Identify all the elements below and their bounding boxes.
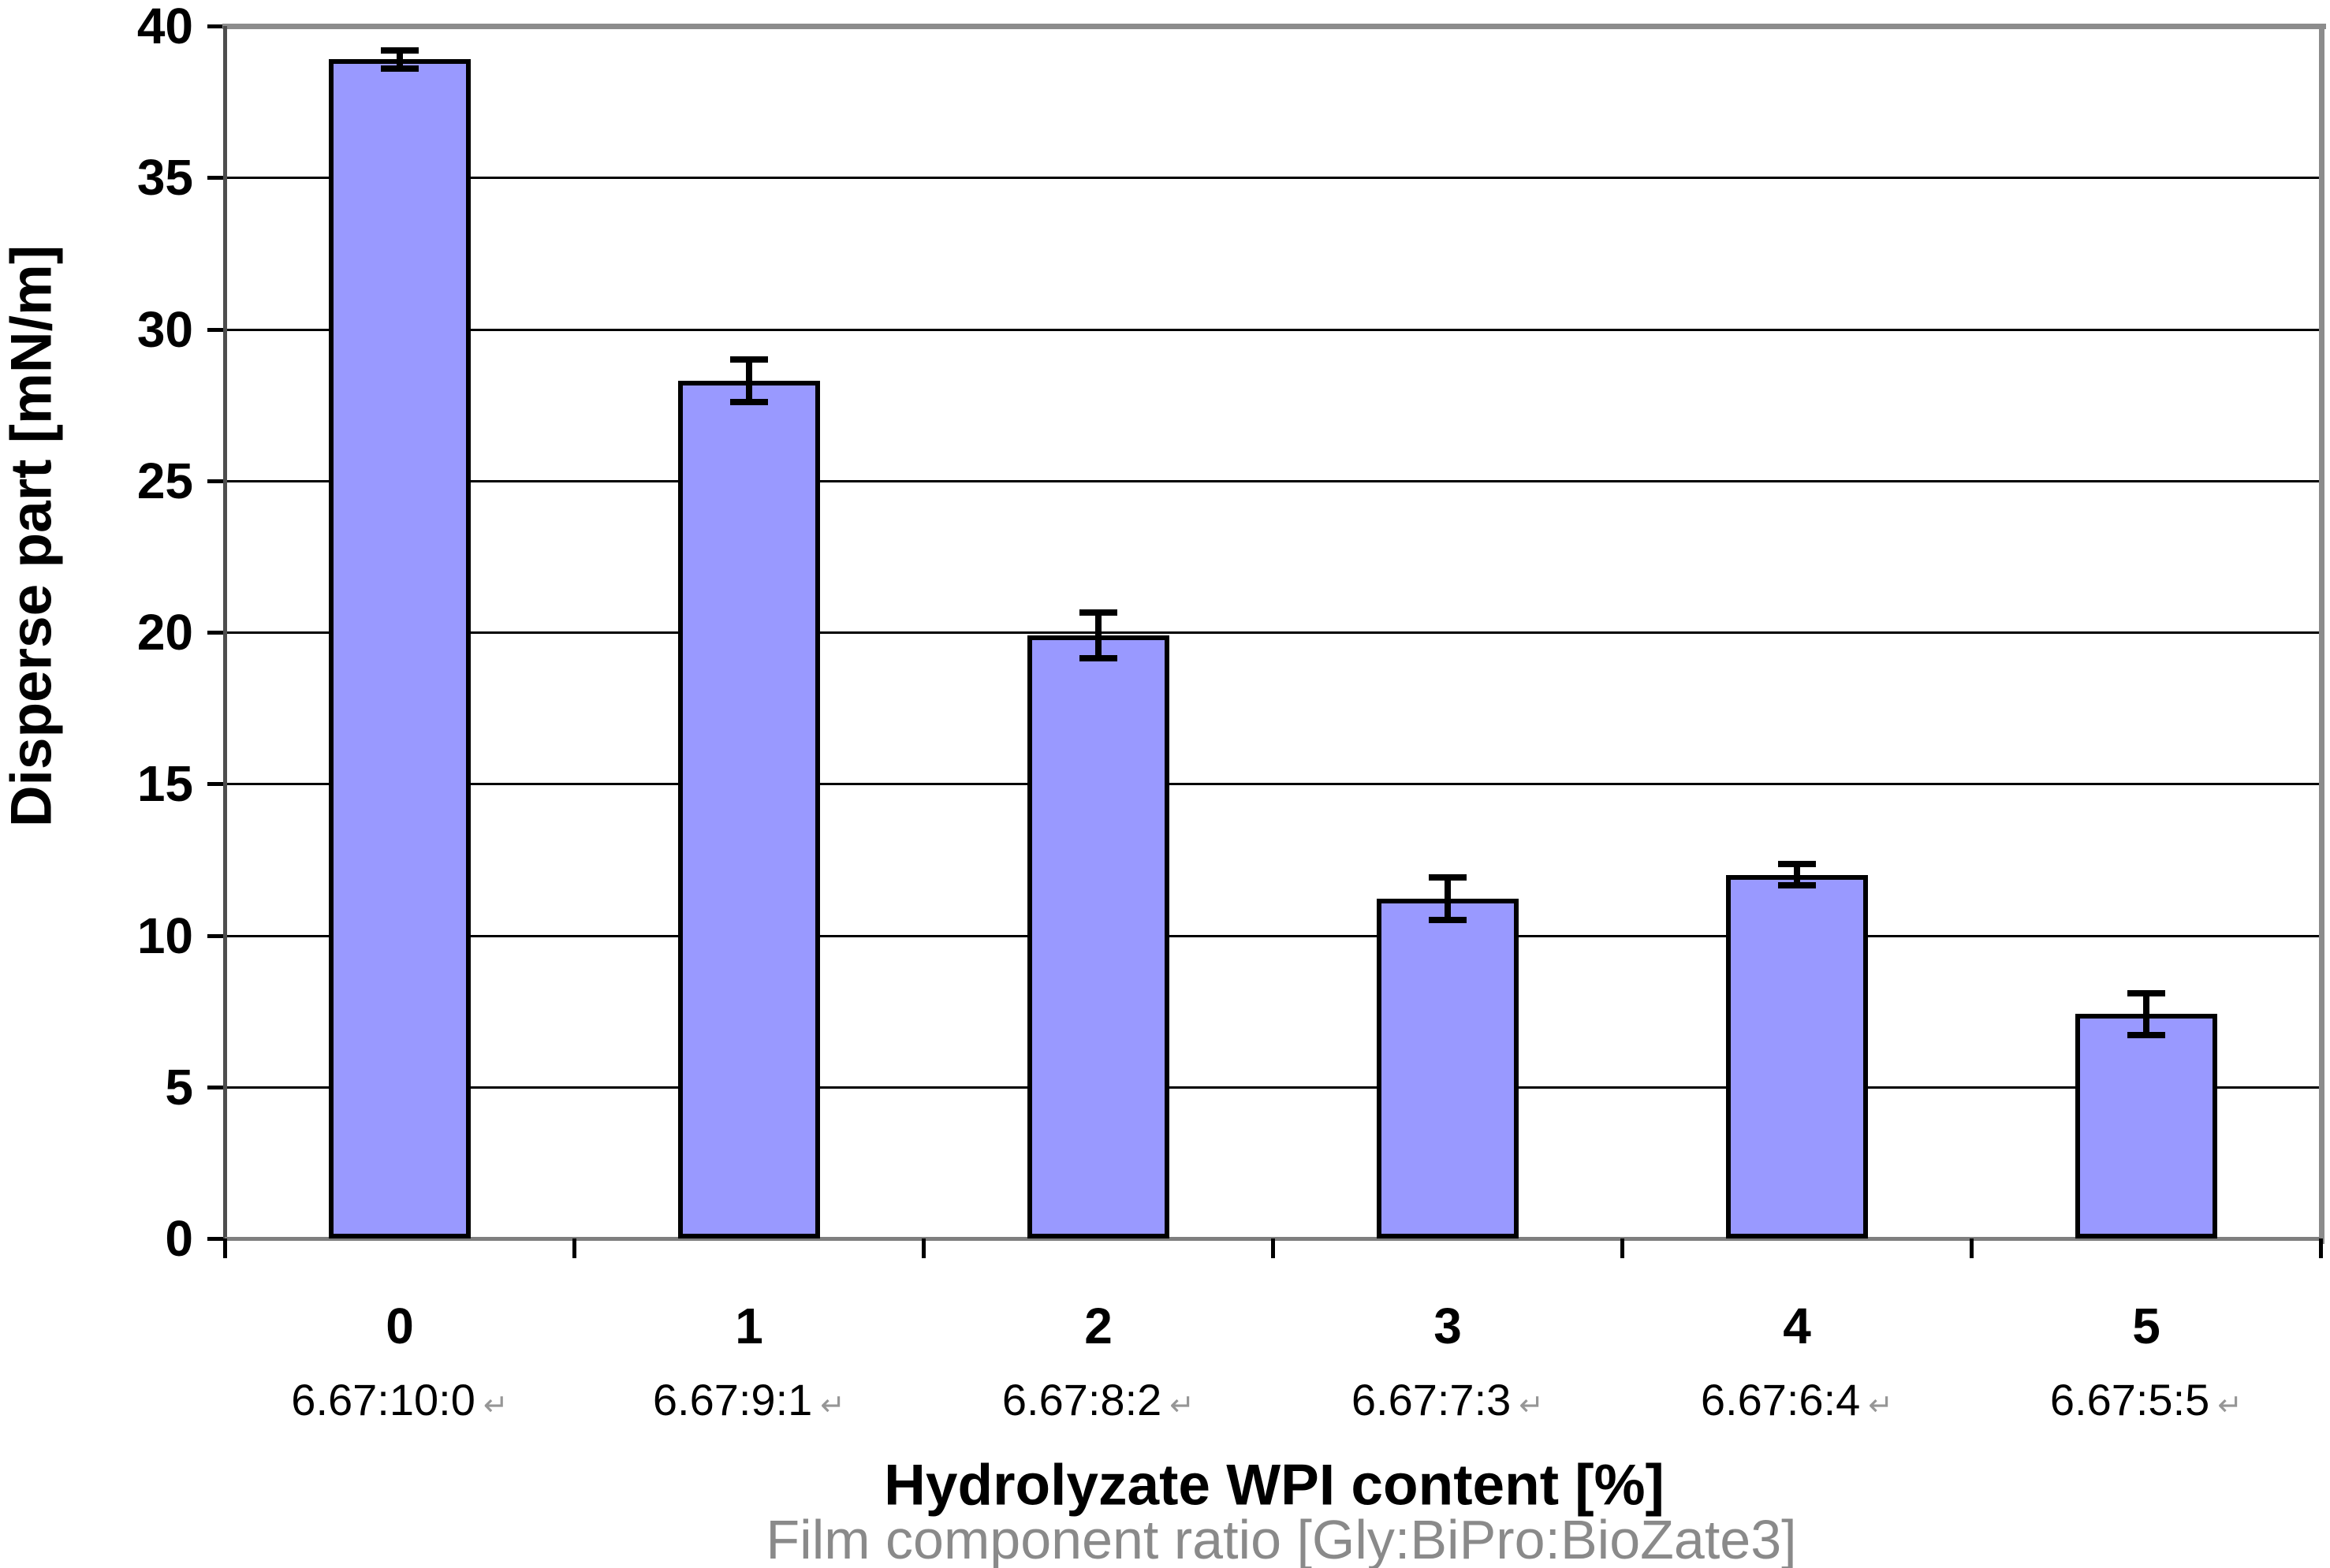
return-mark-icon: ↵ <box>1519 1389 1545 1422</box>
error-bar-cap-bottom <box>381 65 419 72</box>
return-mark-icon: ↵ <box>1868 1389 1894 1422</box>
y-tick-label: 40 <box>136 0 193 54</box>
x-category-label: 2 <box>1084 1298 1113 1354</box>
y-axis-tick <box>207 782 225 786</box>
y-axis-tick <box>207 479 225 483</box>
x-axis-tick <box>922 1238 926 1258</box>
error-bar-cap-bottom <box>1778 882 1816 888</box>
error-bar-cap-top <box>730 356 768 363</box>
return-mark-icon: ↵ <box>1169 1389 1195 1422</box>
y-axis-tick <box>207 934 225 938</box>
x-category-label: 5 <box>2132 1298 2160 1354</box>
x-category-sublabel: 6.67:8:2 ↵ <box>1001 1375 1195 1425</box>
error-bar-cap-bottom <box>1429 917 1467 923</box>
y-axis-tick <box>207 1086 225 1089</box>
error-bar-whisker <box>1095 613 1102 658</box>
x-axis-title: Hydrolyzate WPI content [%] <box>884 1453 1665 1518</box>
x-category-label: 4 <box>1783 1298 1811 1354</box>
x-category-sublabel: 6.67:10:0 ↵ <box>291 1375 509 1425</box>
y-gridline <box>225 783 2321 785</box>
x-axis-tick <box>572 1238 576 1258</box>
x-axis-tick <box>1620 1238 1624 1258</box>
x-axis-tick <box>223 1238 227 1258</box>
x-axis-tick <box>1271 1238 1275 1258</box>
bar <box>329 59 471 1238</box>
error-bar-whisker <box>1794 864 1800 885</box>
error-bar-whisker <box>746 359 752 402</box>
y-tick-label: 10 <box>136 907 193 964</box>
bar <box>678 381 820 1238</box>
y-tick-label: 0 <box>165 1210 193 1267</box>
error-bar-whisker <box>2143 993 2149 1036</box>
x-axis-tick <box>1970 1238 1974 1258</box>
y-tick-label: 5 <box>165 1059 193 1115</box>
y-gridline <box>225 1086 2321 1089</box>
error-bar-cap-top <box>2127 990 2165 996</box>
error-bar-cap-bottom <box>2127 1032 2165 1038</box>
y-tick-label: 15 <box>136 755 193 812</box>
bar <box>2075 1014 2217 1238</box>
x-category-sublabel: 6.67:5:5 ↵ <box>2049 1375 2243 1425</box>
x-category-sublabel: 6.67:9:1 ↵ <box>652 1375 846 1425</box>
y-tick-label: 25 <box>136 453 193 509</box>
y-axis-tick <box>207 328 225 332</box>
x-category-sublabel: 6.67:7:3 ↵ <box>1351 1375 1545 1425</box>
x-axis-tick <box>2319 1238 2323 1258</box>
y-gridline <box>225 935 2321 937</box>
y-gridline <box>225 177 2321 179</box>
y-axis-tick <box>207 1237 225 1241</box>
return-mark-icon: ↵ <box>820 1389 846 1422</box>
x-category-label: 3 <box>1433 1298 1462 1354</box>
y-tick-label: 20 <box>136 604 193 661</box>
error-bar-whisker <box>1445 877 1451 920</box>
error-bar-cap-top <box>1079 609 1117 616</box>
x-axis-subtitle: Film component ratio [Gly:BiPro:BioZate3… <box>766 1509 1797 1568</box>
error-bar-cap-top <box>1778 861 1816 867</box>
y-axis-tick <box>207 631 225 635</box>
y-gridline <box>225 631 2321 634</box>
plot-frame-top <box>222 24 2326 29</box>
error-bar-cap-top <box>381 47 419 54</box>
error-bar-cap-bottom <box>1079 655 1117 661</box>
bar <box>1377 899 1519 1238</box>
bar <box>1726 875 1868 1238</box>
y-tick-label: 30 <box>136 301 193 358</box>
x-category-sublabel: 6.67:6:4 ↵ <box>1700 1375 1894 1425</box>
error-bar-cap-bottom <box>730 399 768 405</box>
y-gridline <box>225 329 2321 331</box>
plot-frame-right <box>2319 24 2324 1244</box>
return-mark-icon: ↵ <box>483 1389 509 1422</box>
bar <box>1027 635 1169 1238</box>
x-category-label: 0 <box>386 1298 414 1354</box>
y-axis-tick <box>207 24 225 28</box>
y-axis-line <box>223 26 227 1258</box>
y-tick-label: 35 <box>136 149 193 206</box>
return-mark-icon: ↵ <box>2217 1389 2243 1422</box>
y-gridline <box>225 480 2321 482</box>
error-bar-cap-top <box>1429 874 1467 881</box>
y-axis-tick <box>207 176 225 180</box>
x-category-label: 1 <box>735 1298 763 1354</box>
error-bar-whisker <box>397 50 403 69</box>
